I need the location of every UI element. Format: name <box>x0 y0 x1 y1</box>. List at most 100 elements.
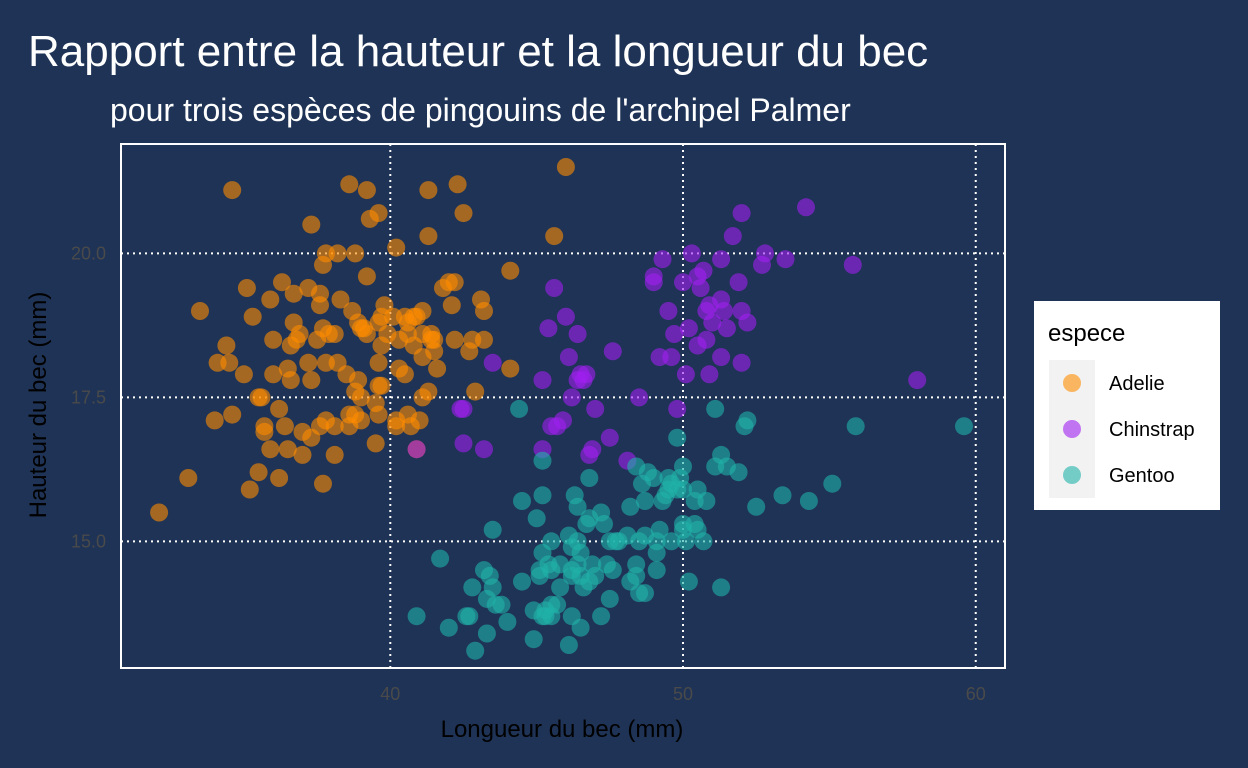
data-point-chinstrap <box>732 204 751 223</box>
data-point-adelie <box>545 227 564 246</box>
data-point-adelie <box>352 411 370 430</box>
y-tick-label: 17.5 <box>71 387 106 407</box>
data-point-chinstrap <box>475 440 493 459</box>
legend-title: espece <box>1048 320 1125 347</box>
data-point-adelie <box>325 325 344 343</box>
data-point-adelie <box>349 371 368 390</box>
data-point-gentoo <box>644 469 663 487</box>
data-point-chinstrap <box>797 198 815 217</box>
data-point-adelie <box>425 330 444 349</box>
data-point-gentoo <box>603 561 622 580</box>
data-point-adelie <box>299 353 318 372</box>
data-point-adelie <box>466 382 485 401</box>
plot-panel-border <box>120 143 1006 669</box>
y-axis-title: Hauteur du bec (mm) <box>25 292 52 519</box>
data-point-adelie <box>445 273 464 292</box>
data-point-gentoo <box>621 497 640 516</box>
data-point-gentoo <box>668 428 687 447</box>
data-point-adelie <box>410 411 429 430</box>
data-point-adelie <box>419 382 438 401</box>
data-point-gentoo <box>548 595 567 614</box>
data-point-adelie <box>237 279 256 297</box>
data-point-adelie <box>413 302 432 320</box>
data-point-adelie <box>442 296 461 315</box>
y-tick-label: 15.0 <box>71 531 106 551</box>
data-point-gentoo <box>592 607 611 626</box>
data-point-adelie <box>249 463 268 482</box>
data-point-gentoo <box>460 607 479 626</box>
data-point-chinstrap <box>668 399 687 418</box>
data-point-gentoo <box>647 561 666 580</box>
data-point-gentoo <box>662 532 681 551</box>
data-point-gentoo <box>477 624 496 643</box>
data-point-gentoo <box>674 480 692 499</box>
data-point-chinstrap <box>723 227 742 246</box>
chart-title: Rapport entre la hauteur et la longueur … <box>28 27 928 76</box>
data-point-adelie <box>275 417 294 436</box>
data-point-adelie <box>428 359 447 378</box>
data-point-adelie <box>150 503 169 522</box>
data-point-gentoo <box>747 497 766 516</box>
data-point-adelie <box>223 405 242 424</box>
data-point-adelie <box>243 307 262 326</box>
data-point-adelie <box>252 388 271 407</box>
data-point-adelie <box>264 330 283 349</box>
data-point-adelie <box>302 371 321 390</box>
data-point-adelie <box>311 284 329 303</box>
data-point-chinstrap <box>676 365 695 384</box>
data-point-gentoo <box>483 578 502 597</box>
data-point-adelie <box>387 238 406 257</box>
data-point-adelie <box>273 273 291 292</box>
data-point-chinstrap <box>665 325 684 343</box>
data-point-adelie <box>290 325 309 343</box>
data-point-chinstrap <box>568 325 587 343</box>
data-point-gentoo <box>483 520 502 539</box>
data-point-gentoo <box>679 572 698 591</box>
data-point-gentoo <box>551 578 570 597</box>
data-point-gentoo <box>513 492 531 510</box>
y-tick-label: 20.0 <box>71 243 106 263</box>
data-point-gentoo <box>712 578 731 597</box>
data-point-gentoo <box>407 607 426 626</box>
data-point-adelie <box>293 445 312 464</box>
data-point-adelie <box>223 181 242 200</box>
data-point-gentoo <box>729 463 748 482</box>
data-point-gentoo <box>650 520 669 539</box>
data-point-adelie <box>255 417 274 436</box>
data-point-gentoo <box>636 492 654 510</box>
data-point-chinstrap <box>583 440 602 459</box>
data-point-gentoo <box>571 618 590 637</box>
data-point-adelie <box>278 440 297 459</box>
data-point-adelie <box>270 469 289 487</box>
data-point-chinstrap <box>908 371 927 390</box>
data-point-gentoo <box>823 474 842 493</box>
x-axis-ticks: 40 50 60 <box>380 684 985 704</box>
data-point-adelie <box>240 480 259 499</box>
legend: espece Adelie Chinstrap Gentoo <box>1034 301 1220 510</box>
data-point-adelie <box>340 175 359 194</box>
legend-items: Adelie Chinstrap Gentoo <box>1049 360 1195 498</box>
data-point-chinstrap <box>539 319 558 338</box>
chart-subtitle: pour trois espèces de pingouins de l'arc… <box>110 92 851 128</box>
x-tick-label: 40 <box>380 684 400 704</box>
data-point-adelie <box>284 284 303 303</box>
data-point-adelie <box>331 290 350 309</box>
data-point-chinstrap <box>483 353 502 372</box>
data-points <box>150 158 973 660</box>
data-point-gentoo <box>439 618 458 637</box>
data-point-chinstrap <box>712 348 731 367</box>
legend-key-gentoo <box>1063 466 1081 484</box>
data-point-gentoo <box>600 589 619 608</box>
data-point-adelie <box>314 474 332 493</box>
data-point-gentoo <box>580 469 599 487</box>
data-point-adelie <box>352 388 370 407</box>
data-point-adelie <box>357 267 376 286</box>
data-point-chinstrap <box>691 279 710 297</box>
data-point-adelie <box>454 204 473 223</box>
data-point-gentoo <box>738 411 757 430</box>
x-tick-label: 60 <box>966 684 986 704</box>
data-point-chinstrap <box>715 302 733 320</box>
data-point-adelie <box>217 336 236 355</box>
data-point-adelie <box>445 330 464 349</box>
